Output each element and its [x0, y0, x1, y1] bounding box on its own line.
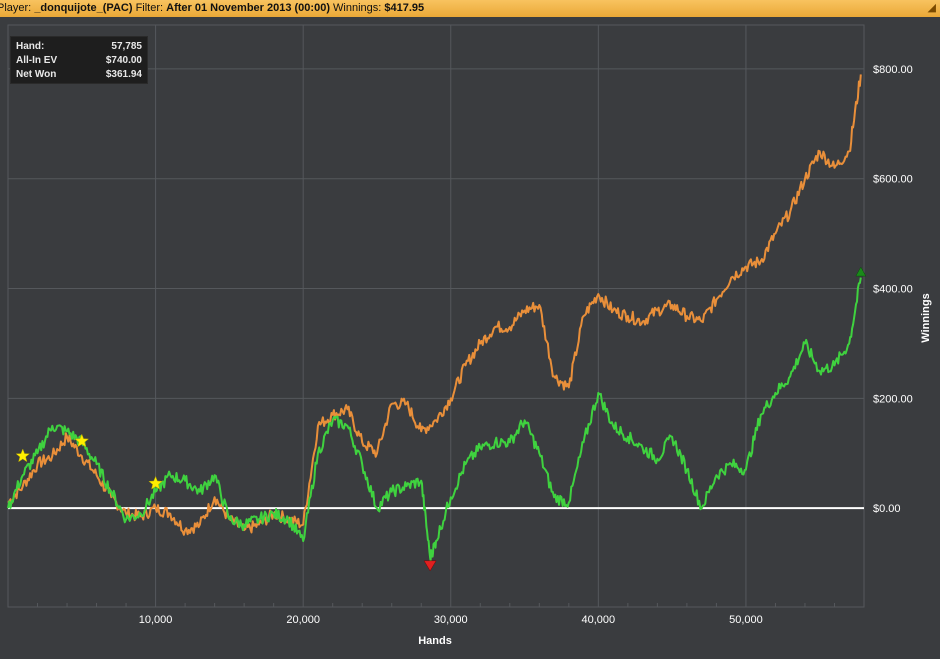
y-tick-label: $200.00 [873, 393, 913, 405]
chart-title-bar: Player: _donquijote_(PAC) Filter: After … [0, 0, 940, 17]
y-axis-title: Winnings [920, 293, 932, 343]
graph-area: 10,000 20,000 30,000 40,000 50,000 $0.00 $200… [0, 17, 940, 654]
hand-value: 57,785 [111, 41, 142, 52]
player-label: Player: [0, 2, 32, 14]
y-tick-label: $800.00 [873, 64, 913, 76]
player-value: _donquijote_(PAC) [34, 2, 133, 14]
net-series-line [7, 277, 862, 562]
winnings-label: Winnings: [333, 2, 382, 14]
series-lines [7, 74, 862, 562]
x-tick-label: 40,000 [582, 614, 616, 626]
winnings-chart: 10,000 20,000 30,000 40,000 50,000 $0.00 $200… [7, 24, 913, 647]
allin-series-line [7, 74, 862, 536]
x-tick-labels: 10,000 20,000 30,000 40,000 50,000 [139, 614, 763, 626]
allin-ev-row: All-In EV $740.00 [16, 54, 142, 68]
winnings-value: $417.95 [384, 2, 425, 14]
star-marker [148, 475, 163, 490]
star-marker [74, 433, 90, 448]
x-tick-label: 10,000 [139, 614, 173, 626]
net-won-value: $361.94 [105, 69, 142, 80]
filter-value: After 01 November 2013 (00:00) [166, 2, 330, 14]
net-won-label: Net Won [16, 69, 57, 80]
pin-icon[interactable]: ◢ [927, 2, 936, 14]
grid-lines [7, 24, 865, 608]
y-tick-label: $600.00 [873, 174, 913, 186]
x-tick-label: 50,000 [729, 614, 763, 626]
high-point-marker [855, 266, 867, 277]
y-tick-label: $0.00 [873, 503, 901, 515]
star-marker [15, 448, 31, 463]
hand-info-box: Hand: 57,785 All-In EV $740.00 Net Won $… [10, 36, 148, 84]
low-point-marker [423, 560, 437, 572]
allin-ev-value: $740.00 [105, 55, 142, 66]
net-won-row: Net Won $361.94 [16, 68, 142, 82]
event-markers [15, 266, 867, 572]
y-tick-label: $400.00 [873, 284, 913, 296]
hand-label: Hand: [16, 41, 45, 52]
plot-frame [7, 24, 865, 608]
y-tick-labels: $0.00 $200.00 $400.00 $600.00 $800.00 [873, 64, 913, 515]
allin-ev-label: All-In EV [16, 55, 58, 66]
x-axis-title: Hands [418, 635, 452, 647]
filter-label: Filter: [135, 2, 164, 14]
x-tick-label: 20,000 [286, 614, 320, 626]
x-tick-label: 30,000 [434, 614, 468, 626]
hand-row: Hand: 57,785 [16, 40, 142, 54]
